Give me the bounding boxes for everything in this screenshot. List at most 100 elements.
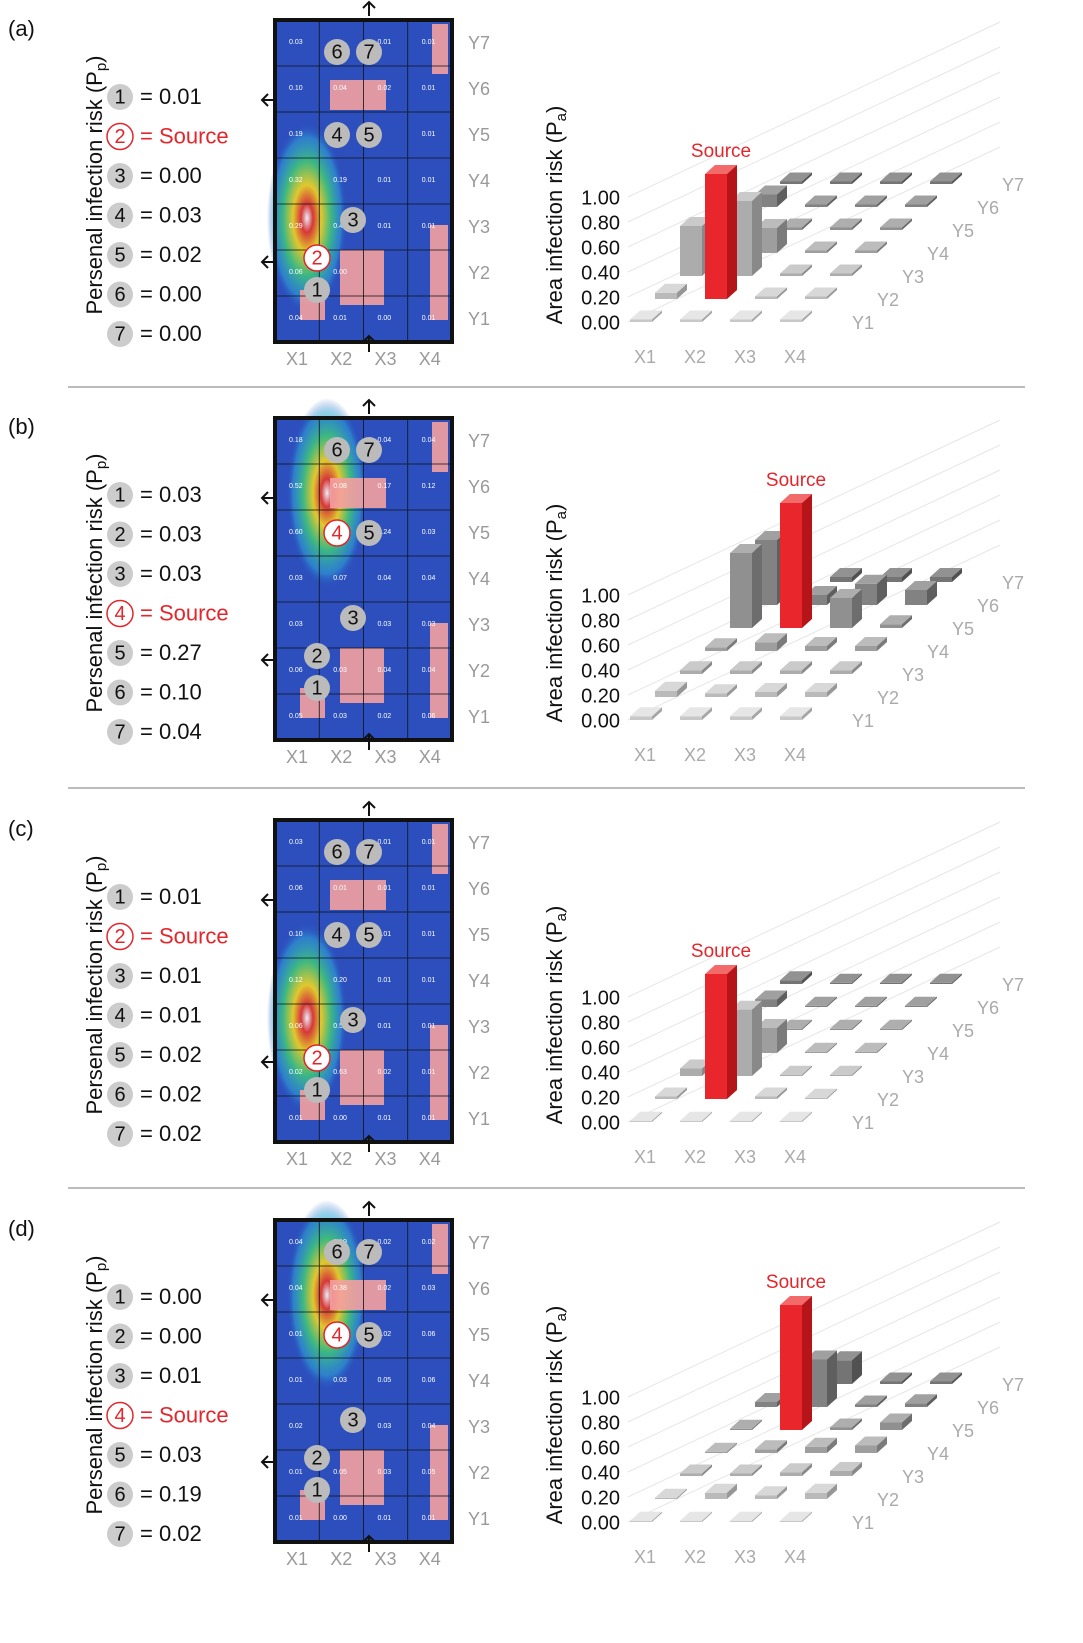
bar-front <box>880 228 902 231</box>
x-label: X1 <box>286 349 308 369</box>
bar <box>730 1112 762 1122</box>
occupant-id: 3 <box>347 607 358 629</box>
person-id: 1 <box>114 1286 125 1308</box>
cell-value: 0.01 <box>422 315 436 322</box>
person-risk: = 0.00 <box>140 321 202 346</box>
y-label: Y1 <box>852 1113 874 1133</box>
y-label: Y6 <box>468 79 490 99</box>
z-tick-label: 0.00 <box>581 312 620 334</box>
cell-value: 0.10 <box>289 931 303 938</box>
bar <box>680 707 712 720</box>
bar-front <box>905 590 927 605</box>
person-risk: = 0.02 <box>140 1121 202 1146</box>
y-label: Y7 <box>1002 1375 1024 1395</box>
person-risk: = Source <box>140 1402 229 1427</box>
bar-front <box>705 974 727 1099</box>
bar <box>805 683 837 697</box>
occupant-id: 2 <box>311 247 322 269</box>
bar <box>780 707 812 720</box>
bar-front <box>805 1098 827 1099</box>
person-id: 2 <box>114 926 125 948</box>
bar-front <box>830 228 852 231</box>
cell-value: 0.06 <box>289 1023 303 1030</box>
bar-front <box>880 624 902 628</box>
bar <box>780 1512 812 1522</box>
cell-value: 0.12 <box>422 483 436 490</box>
z-tick-label: 0.60 <box>581 237 620 259</box>
furniture <box>432 824 448 874</box>
person-id: 3 <box>114 965 125 987</box>
grid-line <box>628 47 1000 222</box>
z-tick-label: 0.40 <box>581 262 620 284</box>
bar-front <box>730 716 752 720</box>
bar-front <box>805 205 827 208</box>
cell-value: 0.04 <box>422 667 436 674</box>
person-id: 3 <box>114 165 125 187</box>
bar <box>880 974 912 984</box>
furniture <box>432 422 448 472</box>
person-id: 5 <box>114 1044 125 1066</box>
x-label: X2 <box>684 1547 706 1567</box>
y-label: Y1 <box>852 313 874 333</box>
cell-value: 0.01 <box>422 885 436 892</box>
bar <box>830 974 862 984</box>
y-label: Y2 <box>877 688 899 708</box>
bar-front <box>730 1121 752 1122</box>
bar <box>830 265 862 277</box>
furniture <box>340 250 384 305</box>
person-id: 7 <box>114 1523 125 1545</box>
cell-value: 0.03 <box>289 39 303 46</box>
cell-value: 0.01 <box>378 177 392 184</box>
furniture <box>340 1050 384 1105</box>
bar <box>855 242 887 254</box>
bar-front <box>780 716 802 720</box>
person-risk: = 0.01 <box>140 1002 202 1027</box>
cell-value: 0.01 <box>422 223 436 230</box>
bar-front <box>780 670 802 674</box>
person-risk: = 0.01 <box>140 963 202 988</box>
bar-front <box>805 1493 827 1499</box>
person-risk: = 0.03 <box>140 482 202 507</box>
cell-value: 0.10 <box>289 85 303 92</box>
x-label: X2 <box>330 747 352 767</box>
occupant-id: 4 <box>331 124 342 146</box>
cell-value: 0.03 <box>422 529 436 536</box>
y-label: Y5 <box>468 125 490 145</box>
bar <box>705 684 737 697</box>
axis-label-part: ) <box>82 56 107 63</box>
x-label: X4 <box>419 349 441 369</box>
occupant-id: 5 <box>363 1324 374 1346</box>
figure: (a)Persenal infection risk (Pp)1= 0.012=… <box>0 0 1083 1643</box>
bar <box>930 568 962 582</box>
x-label: X2 <box>330 1149 352 1169</box>
axis-label-part: Area infection risk (P <box>542 121 567 324</box>
bar <box>880 615 912 628</box>
y-label: Y6 <box>977 596 999 616</box>
bar <box>830 1462 862 1476</box>
bar-front <box>830 1029 852 1030</box>
source-label: Source <box>766 470 826 491</box>
axis-label-part: ) <box>542 1306 567 1313</box>
y-label: Y3 <box>468 1017 490 1037</box>
person-risk: = Source <box>140 923 229 948</box>
bar-front <box>680 226 702 276</box>
person-risk: = Source <box>140 123 229 148</box>
x-label: X3 <box>374 349 396 369</box>
cell-value: 0.12 <box>289 977 303 984</box>
cell-value: 0.19 <box>289 131 303 138</box>
panel: (c)Persenal infection risk (Pp)1= 0.012=… <box>8 802 1024 1169</box>
occupant-id: 1 <box>311 279 322 301</box>
occupant-id: 2 <box>311 1447 322 1469</box>
bar-front <box>680 670 702 674</box>
bar <box>680 661 712 674</box>
z-tick-label: 0.20 <box>581 685 620 707</box>
bar-front <box>755 1495 777 1499</box>
bar <box>805 637 837 651</box>
y-label: Y3 <box>468 1417 490 1437</box>
axis-label-part: Area infection risk (P <box>542 921 567 1124</box>
occupant-id: 3 <box>347 1409 358 1431</box>
person-id: 6 <box>114 284 125 306</box>
axis-label-part: Persenal infection risk (P <box>82 871 107 1114</box>
cell-value: 0.01 <box>422 131 436 138</box>
bar-front <box>880 983 902 984</box>
